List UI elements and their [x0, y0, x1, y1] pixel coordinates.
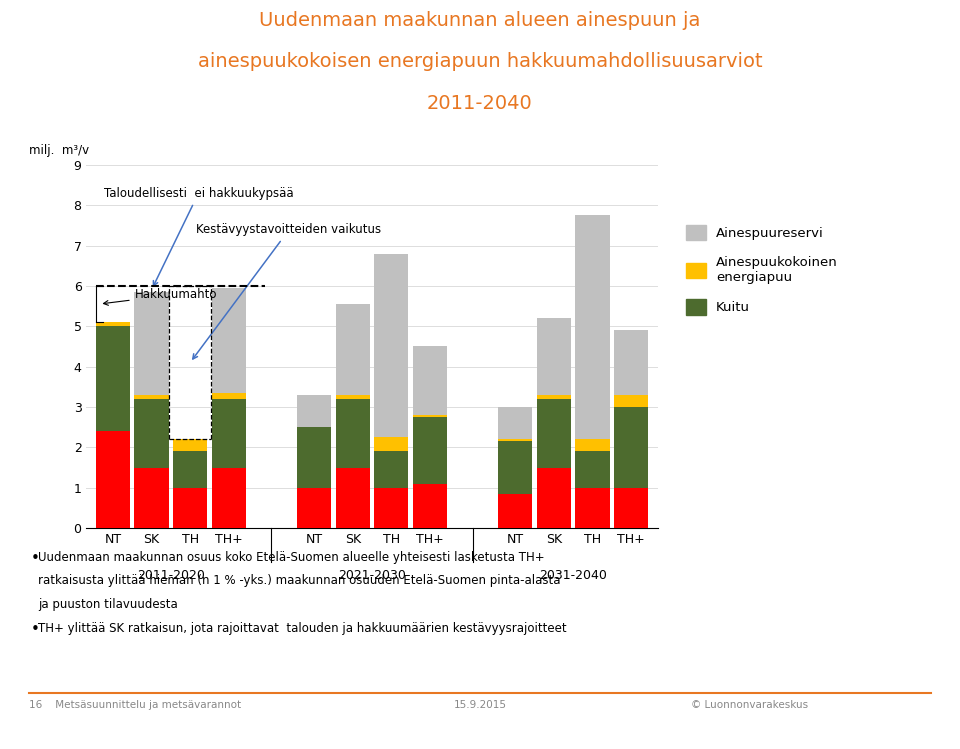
Bar — [537, 467, 571, 528]
Bar — [498, 407, 533, 439]
Bar — [413, 415, 447, 417]
Bar — [297, 427, 331, 488]
Bar — [575, 452, 610, 488]
Text: 16    Metsäsuunnittelu ja metsävarannot: 16 Metsäsuunnittelu ja metsävarannot — [29, 700, 241, 710]
Legend: Ainespuureservi, Ainespuukokoinen
energiapuu, Kuitu: Ainespuureservi, Ainespuukokoinen energi… — [681, 219, 843, 320]
Text: © Luonnonvarakeskus: © Luonnonvarakeskus — [691, 700, 808, 710]
Bar — [336, 467, 370, 528]
Bar — [614, 395, 648, 407]
Bar — [134, 395, 169, 399]
Bar — [173, 488, 207, 528]
Text: 2011-2040: 2011-2040 — [427, 94, 533, 112]
Bar — [134, 467, 169, 528]
Bar — [297, 488, 331, 528]
Bar — [575, 439, 610, 452]
Bar — [413, 484, 447, 528]
Text: •: • — [31, 622, 39, 637]
Bar — [374, 452, 408, 488]
Bar — [537, 318, 571, 395]
Text: Kestävyystavoitteiden vaikutus: Kestävyystavoitteiden vaikutus — [193, 223, 381, 359]
Bar — [211, 392, 246, 399]
Bar — [413, 346, 447, 415]
Bar — [96, 431, 130, 528]
Bar — [173, 452, 207, 488]
Bar — [537, 399, 571, 467]
Bar — [211, 467, 246, 528]
Bar — [96, 322, 130, 327]
Text: 2031-2040: 2031-2040 — [540, 569, 607, 582]
Bar — [614, 330, 648, 395]
Text: •: • — [31, 551, 39, 565]
Text: Taloudellisesti  ei hakkuukypsää: Taloudellisesti ei hakkuukypsää — [104, 187, 293, 286]
Bar — [413, 417, 447, 484]
Text: 2021-2030: 2021-2030 — [338, 569, 406, 582]
Bar — [134, 399, 169, 467]
Bar — [498, 441, 533, 494]
Text: Hakkuumahto: Hakkuumahto — [104, 288, 217, 306]
Bar — [336, 304, 370, 395]
Text: 2011-2020: 2011-2020 — [137, 569, 204, 582]
Bar — [374, 254, 408, 437]
Bar — [173, 439, 207, 452]
Bar — [575, 488, 610, 528]
Bar — [498, 439, 533, 441]
Bar — [537, 395, 571, 399]
Text: TH+ ylittää SK ratkaisun, jota rajoittavat  talouden ja hakkuumäärien kestävyysr: TH+ ylittää SK ratkaisun, jota rajoittav… — [38, 622, 567, 635]
Text: ja puuston tilavuudesta: ja puuston tilavuudesta — [38, 598, 179, 611]
Text: ainespuukokoisen energiapuun hakkuumahdollisuusarviot: ainespuukokoisen energiapuun hakkuumahdo… — [198, 52, 762, 71]
Bar — [211, 399, 246, 467]
Bar — [211, 288, 246, 392]
Bar — [614, 488, 648, 528]
Text: ratkaisusta ylittää hieman (n 1 % -yks.) maakunnan osuuden Etelä-Suomen pinta-al: ratkaisusta ylittää hieman (n 1 % -yks.)… — [38, 574, 561, 587]
Text: 15.9.2015: 15.9.2015 — [453, 700, 507, 710]
Text: Uudenmaan maakunnan alueen ainespuun ja: Uudenmaan maakunnan alueen ainespuun ja — [259, 11, 701, 30]
Text: Uudenmaan maakunnan osuus koko Etelä-Suomen alueelle yhteisesti lasketusta TH+: Uudenmaan maakunnan osuus koko Etelä-Suo… — [38, 551, 545, 563]
Bar — [297, 395, 331, 427]
Bar — [575, 215, 610, 439]
Bar — [374, 437, 408, 452]
Bar — [374, 488, 408, 528]
Bar — [96, 327, 130, 431]
Bar — [498, 494, 533, 528]
Bar — [336, 395, 370, 399]
Bar — [134, 292, 169, 395]
Bar — [336, 399, 370, 467]
Bar — [614, 407, 648, 488]
Text: milj.  m³/v: milj. m³/v — [29, 145, 89, 157]
